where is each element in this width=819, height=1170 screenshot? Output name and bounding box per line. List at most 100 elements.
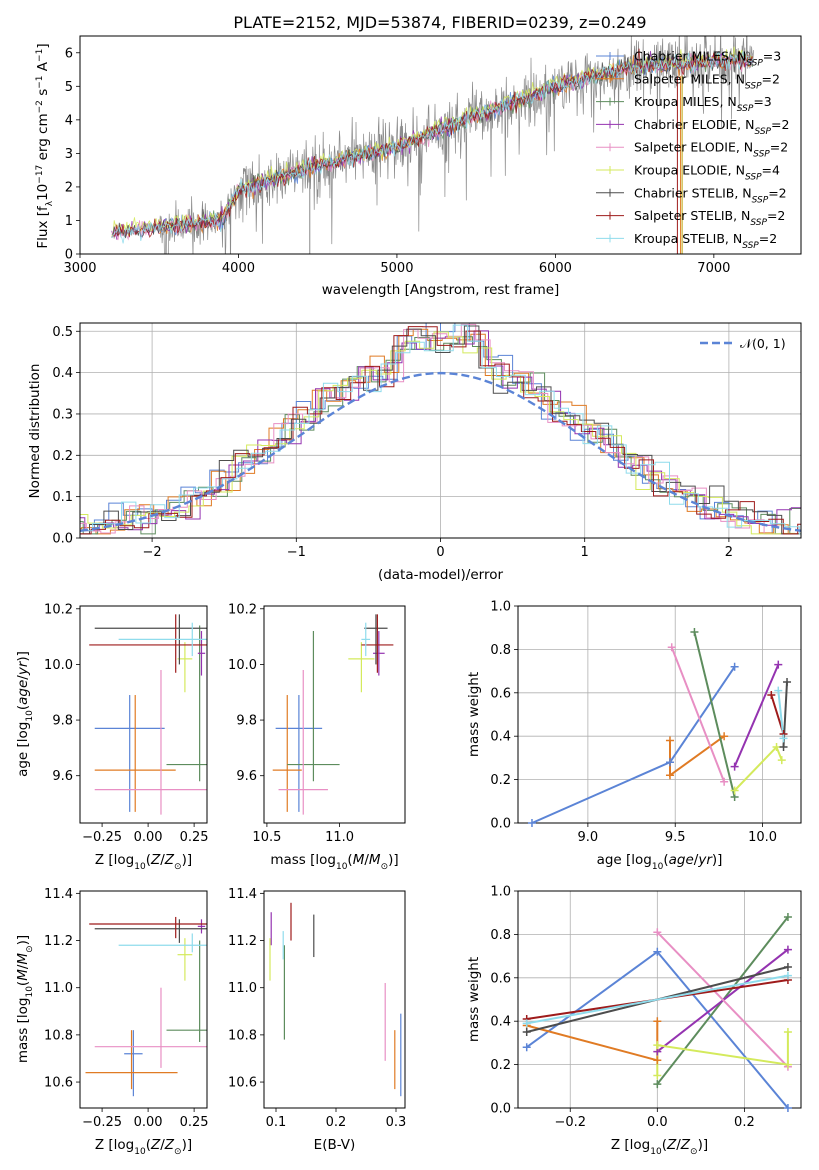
- residual-histogram-7: [80, 325, 801, 535]
- axes-frame: [79, 35, 802, 255]
- y-tick-label: 0.4: [490, 1015, 511, 1030]
- y-tick-label: 11.0: [44, 981, 73, 996]
- x-tick-label: 10.0: [748, 830, 777, 845]
- weight-marker-6: [783, 1028, 792, 1037]
- y-tick-label: 10.0: [228, 658, 257, 673]
- x-tick-label: −0.2: [554, 1115, 586, 1130]
- y-axis-label: Normed distribution: [27, 364, 43, 499]
- y-tick-label: 0.8: [490, 928, 511, 943]
- weight-marker-7: [779, 743, 788, 752]
- y-tick-label: 9.8: [52, 714, 73, 729]
- y-tick-label: 9.8: [236, 714, 257, 729]
- plot-area: [269, 902, 402, 1097]
- x-axis-label: age [log10(age/yr)]: [597, 852, 723, 872]
- weight-marker-4: [774, 660, 783, 669]
- normal-distribution-curve: [80, 371, 801, 532]
- y-tick-label: 11.2: [228, 934, 257, 949]
- x-tick-label: 0.25: [180, 1115, 209, 1130]
- y-tick-label: 10.8: [228, 1028, 257, 1043]
- panel-1: 3000 4000 5000 6000 7000 0 1 2 3 4 5 6 wavelength [A…: [35, 35, 802, 298]
- weight-marker-3: [690, 628, 699, 637]
- weight-line-4: [733, 664, 780, 767]
- residual-histogram-9: [80, 324, 801, 535]
- y-tick-label: 0.6: [490, 971, 511, 986]
- y-tick-label: 1.0: [490, 600, 511, 615]
- weight-marker-2: [653, 1017, 662, 1026]
- weight-marker-1: [653, 947, 662, 956]
- y-tick-label: 5: [65, 80, 73, 95]
- weight-marker-3: [783, 913, 792, 922]
- residual-histogram-1: [80, 323, 801, 535]
- y-tick-label: 0.4: [490, 730, 511, 745]
- legend-entry-label: 𝒩(0, 1): [740, 336, 786, 351]
- panel-8: −0.2 0.0 0.2 0.0 0.2 0.4 0.6 0.8 1.0 Z [log10(Z/Z…: [466, 885, 802, 1157]
- legend-entry-label: Salpeter ELODIE, NSSP=2: [634, 140, 788, 160]
- weight-line-6: [733, 745, 783, 792]
- weight-marker-6: [653, 1041, 662, 1050]
- weight-line-9: [526, 974, 789, 1025]
- x-axis-label: Z [log10(Z/Z⊙)]: [611, 1137, 708, 1157]
- axes-frame: [517, 890, 802, 1109]
- weight-marker-7: [783, 962, 792, 971]
- y-tick-label: 1: [65, 214, 73, 229]
- axes-frame: [263, 605, 406, 824]
- weight-marker-1: [527, 819, 536, 827]
- weight-marker-6: [730, 786, 739, 795]
- figure-title: PLATE=2152, MJD=53874, FIBERID=0239, z=0…: [233, 13, 646, 32]
- panel-7: 0.1 0.2 0.3 10.6 10.8 11.0 11.2 11.4 E(B-V): [228, 887, 406, 1153]
- weight-marker-6: [783, 1060, 792, 1069]
- y-axis-label: mass weight: [466, 957, 482, 1042]
- x-tick-label: 7000: [697, 261, 730, 276]
- y-tick-label: 0.8: [490, 643, 511, 658]
- weight-marker-7: [522, 1028, 531, 1037]
- plot-area: [111, 36, 754, 254]
- weight-marker-6: [653, 1071, 662, 1080]
- weight-marker-9: [779, 734, 788, 743]
- panel-6: −0.25 0.00 0.25 10.6 10.8 11.0 11.2 11.4 Z [log1…: [15, 887, 209, 1157]
- x-tick-label: −0.25: [82, 1115, 122, 1130]
- x-tick-label: 2: [725, 545, 733, 560]
- y-tick-label: 10.8: [44, 1028, 73, 1043]
- y-axis-label: Flux [fλ10−17 erg cm−2 s−1 A−1]: [35, 43, 55, 248]
- weight-line-3: [693, 631, 736, 798]
- y-tick-label: 11.4: [228, 887, 257, 902]
- weight-marker-2: [665, 771, 674, 780]
- x-tick-label: 0: [436, 545, 444, 560]
- weight-line-1: [531, 666, 736, 823]
- residual-histogram-8: [80, 326, 801, 535]
- residual-histogram-3: [80, 336, 801, 535]
- weight-marker-9: [783, 971, 792, 980]
- weight-line-9: [777, 690, 785, 739]
- legend-entry-label: Salpeter MILES, NSSP=2: [634, 71, 780, 91]
- y-tick-label: 0: [65, 248, 73, 263]
- panel-2: −2 −1 0 1 2 0.0 0.1 0.2 0.3 0.4 0.5 𝒩(0, 1) (data-mo…: [27, 322, 802, 583]
- y-axis-label: mass [log10(M/M⊙)]: [15, 935, 35, 1063]
- x-tick-label: −0.25: [82, 830, 122, 845]
- plot-area: [80, 323, 801, 538]
- y-tick-label: 0.3: [52, 407, 73, 422]
- y-tick-label: 2: [65, 180, 73, 195]
- x-tick-label: 0.0: [647, 1115, 668, 1130]
- x-tick-label: 0.00: [134, 830, 163, 845]
- x-tick-label: 4000: [222, 261, 255, 276]
- x-tick-label: 0.25: [180, 830, 209, 845]
- model-spectrum-line-6: [111, 46, 754, 236]
- y-tick-label: 6: [65, 46, 73, 61]
- x-tick-label: 5000: [380, 261, 413, 276]
- weight-line-5: [670, 646, 726, 783]
- panel-3: −0.25 0.00 0.25 9.6 9.8 10.0 10.2 Z [log10(Z/Z⊙…: [15, 602, 209, 872]
- weight-marker-3: [653, 1080, 662, 1089]
- weight-marker-5: [720, 777, 729, 786]
- weight-line-2: [669, 735, 725, 778]
- weight-marker-8: [767, 690, 776, 699]
- plot-area: [89, 614, 207, 815]
- weight-line-5: [656, 931, 789, 1068]
- y-tick-label: 0.2: [490, 773, 511, 788]
- y-tick-label: 11.2: [44, 934, 73, 949]
- weight-marker-1: [665, 758, 674, 767]
- weight-marker-9: [522, 1019, 531, 1028]
- residual-histogram-5: [80, 323, 801, 535]
- weight-line-6: [656, 1032, 789, 1076]
- y-tick-label: 11.0: [228, 981, 257, 996]
